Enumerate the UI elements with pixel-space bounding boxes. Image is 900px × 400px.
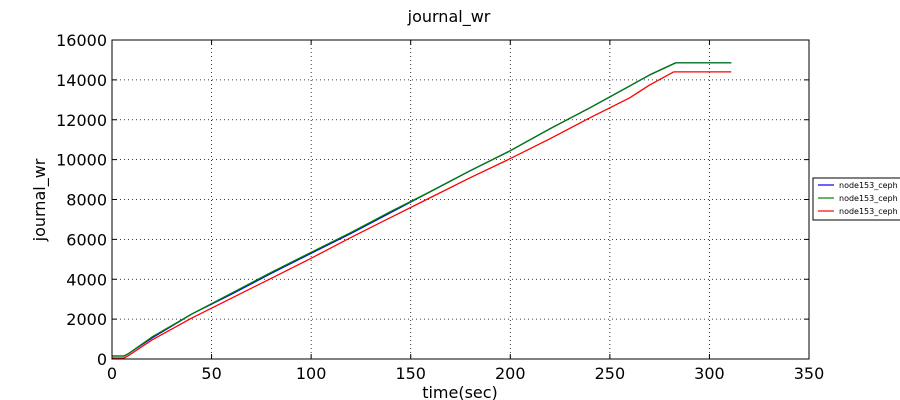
series-layer [112,62,732,359]
series-line-3 [112,71,732,359]
x-axis-ticks: 0 50 100 150 200 250 300 350 [107,40,824,383]
y-tick-label: 12000 [56,111,107,130]
legend: node153_ceph node153_ceph node153_ceph [812,177,900,221]
x-tick-label: 250 [595,364,626,383]
y-tick-label: 8000 [66,191,107,210]
y-tick-label: 4000 [66,270,107,289]
y-tick-label: 0 [97,350,107,369]
chart-title: journal_wr [407,7,491,27]
x-tick-label: 350 [794,364,825,383]
x-tick-label: 50 [201,364,221,383]
x-tick-label: 300 [694,364,725,383]
x-axis-title: time(sec) [422,383,498,400]
legend-label: node153_ceph [839,194,898,203]
y-tick-label: 10000 [56,151,107,170]
series-line-2 [112,62,732,357]
y-tick-label: 14000 [56,71,107,90]
x-tick-label: 150 [395,364,426,383]
y-axis-ticks: 0 2000 4000 6000 8000 10000 12000 14000 16000 [56,31,809,369]
grid-lines [112,40,809,359]
legend-label: node153_ceph [839,207,898,216]
legend-label: node153_ceph [839,181,898,190]
y-tick-label: 2000 [66,310,107,329]
x-tick-label: 0 [107,364,117,383]
x-tick-label: 200 [495,364,526,383]
y-tick-label: 16000 [56,31,107,50]
y-tick-label: 6000 [66,230,107,249]
x-tick-label: 100 [296,364,327,383]
y-axis-title: journal_wr [30,158,50,242]
